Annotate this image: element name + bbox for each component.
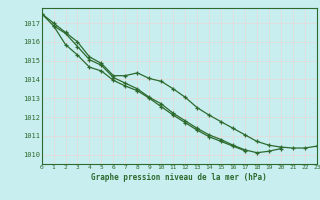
X-axis label: Graphe pression niveau de la mer (hPa): Graphe pression niveau de la mer (hPa): [91, 173, 267, 182]
